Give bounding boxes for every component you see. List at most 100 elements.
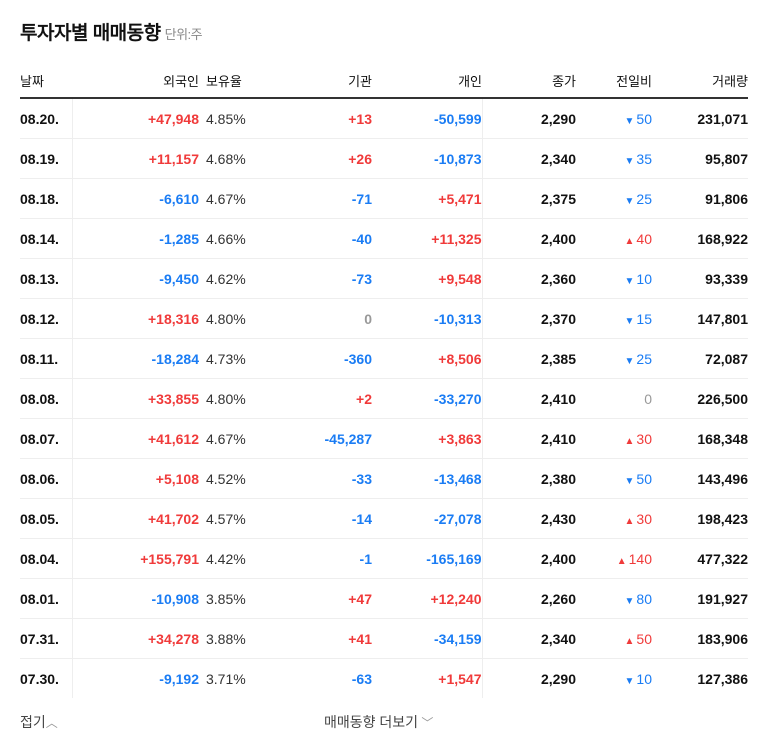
close-cell: 2,260 xyxy=(482,578,576,619)
triangle-down-icon: ▼ xyxy=(624,475,635,487)
more-label: 매매동향 더보기 xyxy=(324,714,419,730)
volume-cell: 93,339 xyxy=(652,258,748,299)
volume-cell: 95,807 xyxy=(652,138,748,179)
change-value: 25 xyxy=(636,190,652,207)
change-value: 10 xyxy=(636,270,652,287)
triangle-down-icon: ▼ xyxy=(624,595,635,607)
foreign-cell: +11,157 xyxy=(72,138,199,179)
header-date: 날짜 xyxy=(20,64,72,99)
change-cell: ▲ 50 xyxy=(576,618,652,659)
chevron-up-icon: ︿ xyxy=(45,716,58,730)
foreign-cell: +5,108 xyxy=(72,458,199,499)
header-row: 날짜 외국인 보유율 기관 개인 종가 전일비 거래량 xyxy=(20,64,748,99)
table-row: 08.18. -6,610 4.67% -71 +5,471 2,375 ▼ 25… xyxy=(20,178,748,219)
foreign-cell: +155,791 xyxy=(72,538,199,579)
ratio-cell: 4.57% xyxy=(199,498,269,539)
ind-cell: +5,471 xyxy=(372,178,483,219)
change-cell: ▼ 25 xyxy=(576,338,652,379)
inst-cell: -1 xyxy=(269,538,372,579)
volume-cell: 127,386 xyxy=(697,670,748,687)
date-cell: 08.06. xyxy=(20,458,73,499)
foreign-cell: -9,450 xyxy=(72,258,199,299)
ratio-cell: 4.80% xyxy=(199,298,269,339)
ind-cell: -165,169 xyxy=(372,538,483,579)
change-cell: ▼ 15 xyxy=(576,298,652,339)
inst-cell: -73 xyxy=(269,258,372,299)
triangle-down-icon: ▼ xyxy=(624,155,635,167)
inst-cell: +47 xyxy=(269,578,372,619)
table-row: 08.05. +41,702 4.57% -14 -27,078 2,430 ▲… xyxy=(20,498,748,539)
change-value: 15 xyxy=(636,310,652,327)
volume-cell: 168,348 xyxy=(652,418,748,459)
date-cell: 08.18. xyxy=(20,178,73,219)
close-cell: 2,340 xyxy=(482,138,576,179)
inst-cell: 0 xyxy=(269,298,372,339)
header-foreign: 외국인 xyxy=(72,64,199,99)
ind-cell: -50,599 xyxy=(372,98,483,139)
ratio-cell: 4.80% xyxy=(199,378,269,419)
close-cell: 2,430 xyxy=(482,498,576,539)
date-cell: 08.14. xyxy=(20,218,73,259)
volume-cell: 143,496 xyxy=(652,458,748,499)
change-value: 80 xyxy=(636,590,652,607)
change-value: 40 xyxy=(636,230,652,247)
triangle-up-icon: ▲ xyxy=(616,555,627,567)
change-value: 50 xyxy=(636,470,652,487)
triangle-down-icon: ▼ xyxy=(624,275,635,287)
header-inst: 기관 xyxy=(269,64,372,99)
change-cell: ▲ 30 xyxy=(576,498,652,539)
close-cell: 2,370 xyxy=(482,298,576,339)
close-cell: 2,360 xyxy=(482,258,576,299)
foreign-cell: +41,612 xyxy=(72,418,199,459)
collapse-button[interactable]: 접기︿ xyxy=(20,712,58,732)
table-row: 08.12. +18,316 4.80% 0 -10,313 2,370 ▼ 15… xyxy=(20,298,748,339)
change-cell: ▼ 35 xyxy=(576,138,652,179)
volume-cell: 168,922 xyxy=(652,218,748,259)
volume-cell: 231,071 xyxy=(652,98,748,139)
ratio-cell: 4.42% xyxy=(199,538,269,579)
table-row: 08.19. +11,157 4.68% +26 -10,873 2,340 ▼… xyxy=(20,138,748,179)
ind-cell: +9,548 xyxy=(372,258,483,299)
date-cell: 08.19. xyxy=(20,138,73,179)
volume-cell: 198,423 xyxy=(652,498,748,539)
ratio-cell: 4.73% xyxy=(199,338,269,379)
volume-cell: 72,087 xyxy=(652,338,748,379)
foreign-cell: +18,316 xyxy=(72,298,199,339)
inst-cell: -63 xyxy=(351,670,372,687)
date-cell: 08.08. xyxy=(20,378,73,419)
ind-cell: +8,506 xyxy=(372,338,483,379)
table-row: 08.20. +47,948 4.85% +13 -50,599 2,290 ▼… xyxy=(20,98,748,139)
date-cell: 08.11. xyxy=(20,338,73,379)
date-cell: 08.04. xyxy=(20,538,73,579)
ratio-cell: 4.85% xyxy=(199,98,269,139)
change-value: 50 xyxy=(636,630,652,647)
foreign-cell: -9,192 xyxy=(159,670,199,687)
ind-cell: -33,270 xyxy=(372,378,483,419)
triangle-down-icon: ▼ xyxy=(624,115,635,127)
ind-cell: -27,078 xyxy=(372,498,483,539)
change-cell: 0 xyxy=(576,378,652,419)
inst-cell: +13 xyxy=(269,98,372,139)
inst-cell: +41 xyxy=(269,618,372,659)
table-row: 08.11. -18,284 4.73% -360 +8,506 2,385 ▼… xyxy=(20,338,748,379)
foreign-cell: +47,948 xyxy=(72,98,199,139)
table-row: 08.13. -9,450 4.62% -73 +9,548 2,360 ▼ 10… xyxy=(20,258,748,299)
volume-cell: 147,801 xyxy=(652,298,748,339)
close-cell: 2,400 xyxy=(482,218,576,259)
ratio-cell: 3.88% xyxy=(199,618,269,659)
table-row: 08.04. +155,791 4.42% -1 -165,169 2,400 … xyxy=(20,538,748,579)
triangle-up-icon: ▲ xyxy=(624,235,635,247)
title-text: 투자자별 매매동향 xyxy=(20,23,161,44)
header-close: 종가 xyxy=(482,64,576,99)
change-cell: ▲ 40 xyxy=(576,218,652,259)
foreign-cell: -18,284 xyxy=(72,338,199,379)
triangle-up-icon: ▲ xyxy=(624,435,635,447)
change-cell: ▼ 80 xyxy=(576,578,652,619)
more-button[interactable]: 매매동향 더보기 ﹀ xyxy=(324,712,433,732)
unit-label: 단위:주 xyxy=(164,27,203,42)
ratio-cell: 3.85% xyxy=(199,578,269,619)
close-cell: 2,410 xyxy=(482,418,576,459)
foreign-cell: -10,908 xyxy=(72,578,199,619)
header-change: 전일비 xyxy=(576,64,652,99)
date-cell: 08.05. xyxy=(20,498,73,539)
